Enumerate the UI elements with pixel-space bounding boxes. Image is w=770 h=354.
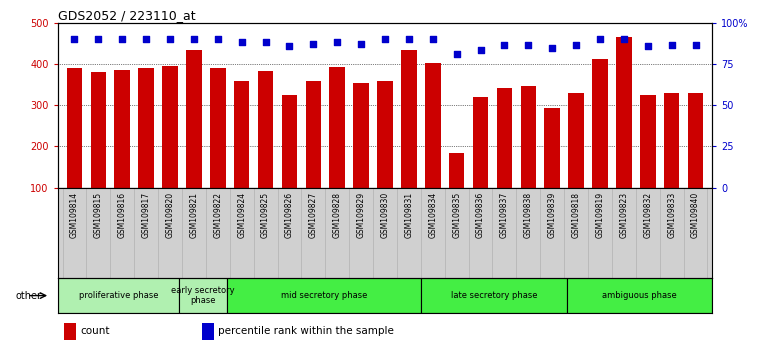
Bar: [449, 153, 464, 229]
Bar: [353, 83, 369, 229]
Bar: [421, 278, 567, 313]
Bar: [227, 278, 421, 313]
Point: [116, 37, 129, 42]
Point: [355, 41, 367, 46]
Text: GDS2052 / 223110_at: GDS2052 / 223110_at: [58, 9, 196, 22]
Bar: [115, 70, 130, 229]
Bar: [568, 93, 584, 229]
Bar: [473, 97, 488, 229]
Text: ambiguous phase: ambiguous phase: [602, 291, 677, 300]
Point: [474, 47, 487, 53]
Bar: [377, 81, 393, 229]
Bar: [210, 68, 226, 229]
Point: [570, 42, 582, 48]
Point: [307, 41, 320, 46]
Text: GSM109819: GSM109819: [595, 192, 604, 238]
Text: proliferative phase: proliferative phase: [79, 291, 158, 300]
Text: mid secretory phase: mid secretory phase: [281, 291, 367, 300]
Point: [379, 37, 391, 42]
Bar: [497, 88, 512, 229]
Text: GSM109837: GSM109837: [500, 192, 509, 238]
Text: GSM109817: GSM109817: [142, 192, 151, 238]
Point: [403, 37, 415, 42]
Point: [594, 37, 606, 42]
Bar: [425, 63, 440, 229]
Bar: [139, 68, 154, 229]
Point: [522, 42, 534, 48]
Point: [331, 39, 343, 44]
Text: late secretory phase: late secretory phase: [450, 291, 537, 300]
Bar: [91, 73, 106, 229]
Text: GSM109834: GSM109834: [428, 192, 437, 238]
Point: [164, 37, 176, 42]
Bar: [521, 86, 536, 229]
Text: GSM109840: GSM109840: [691, 192, 700, 238]
Bar: [640, 95, 655, 229]
Bar: [67, 68, 82, 229]
Text: GSM109838: GSM109838: [524, 192, 533, 238]
Bar: [162, 66, 178, 229]
Point: [498, 42, 511, 48]
Text: GSM109826: GSM109826: [285, 192, 294, 238]
Point: [283, 43, 296, 48]
Text: GSM109836: GSM109836: [476, 192, 485, 238]
Bar: [234, 81, 249, 229]
Text: GSM109832: GSM109832: [643, 192, 652, 238]
Bar: [592, 59, 608, 229]
Text: GSM109820: GSM109820: [166, 192, 175, 238]
Bar: [306, 81, 321, 229]
Point: [689, 42, 701, 48]
Text: GSM109818: GSM109818: [571, 192, 581, 238]
Text: other: other: [15, 291, 42, 301]
Bar: [616, 38, 631, 229]
Point: [450, 51, 463, 57]
Text: GSM109815: GSM109815: [94, 192, 103, 238]
Bar: [664, 93, 679, 229]
Text: GSM109831: GSM109831: [404, 192, 413, 238]
Bar: [186, 50, 202, 229]
Text: percentile rank within the sample: percentile rank within the sample: [218, 326, 394, 336]
Point: [236, 39, 248, 44]
Point: [140, 37, 152, 42]
Bar: [544, 108, 560, 229]
Text: GSM109828: GSM109828: [333, 192, 342, 238]
Point: [546, 45, 558, 51]
Point: [641, 43, 654, 48]
Text: GSM109825: GSM109825: [261, 192, 270, 238]
Text: GSM109833: GSM109833: [667, 192, 676, 238]
Bar: [179, 278, 227, 313]
Text: GSM109839: GSM109839: [547, 192, 557, 238]
Text: GSM109822: GSM109822: [213, 192, 223, 238]
Text: GSM109816: GSM109816: [118, 192, 127, 238]
Bar: [688, 93, 703, 229]
Point: [259, 39, 272, 44]
Point: [618, 37, 630, 42]
Bar: [65, 323, 76, 341]
Bar: [202, 323, 213, 341]
Bar: [58, 278, 179, 313]
Text: GSM109823: GSM109823: [619, 192, 628, 238]
Text: early secretory
phase: early secretory phase: [172, 286, 235, 305]
Bar: [330, 67, 345, 229]
Text: GSM109827: GSM109827: [309, 192, 318, 238]
Point: [188, 37, 200, 42]
Point: [212, 37, 224, 42]
Text: GSM109829: GSM109829: [357, 192, 366, 238]
Bar: [258, 71, 273, 229]
Text: GSM109814: GSM109814: [70, 192, 79, 238]
Point: [427, 37, 439, 42]
Text: count: count: [81, 326, 110, 336]
Bar: [282, 95, 297, 229]
Text: GSM109821: GSM109821: [189, 192, 199, 238]
Point: [665, 42, 678, 48]
Point: [92, 37, 105, 42]
Text: GSM109830: GSM109830: [380, 192, 390, 238]
Text: GSM109835: GSM109835: [452, 192, 461, 238]
Point: [69, 37, 81, 42]
Bar: [401, 50, 417, 229]
Text: GSM109824: GSM109824: [237, 192, 246, 238]
Bar: [567, 278, 712, 313]
